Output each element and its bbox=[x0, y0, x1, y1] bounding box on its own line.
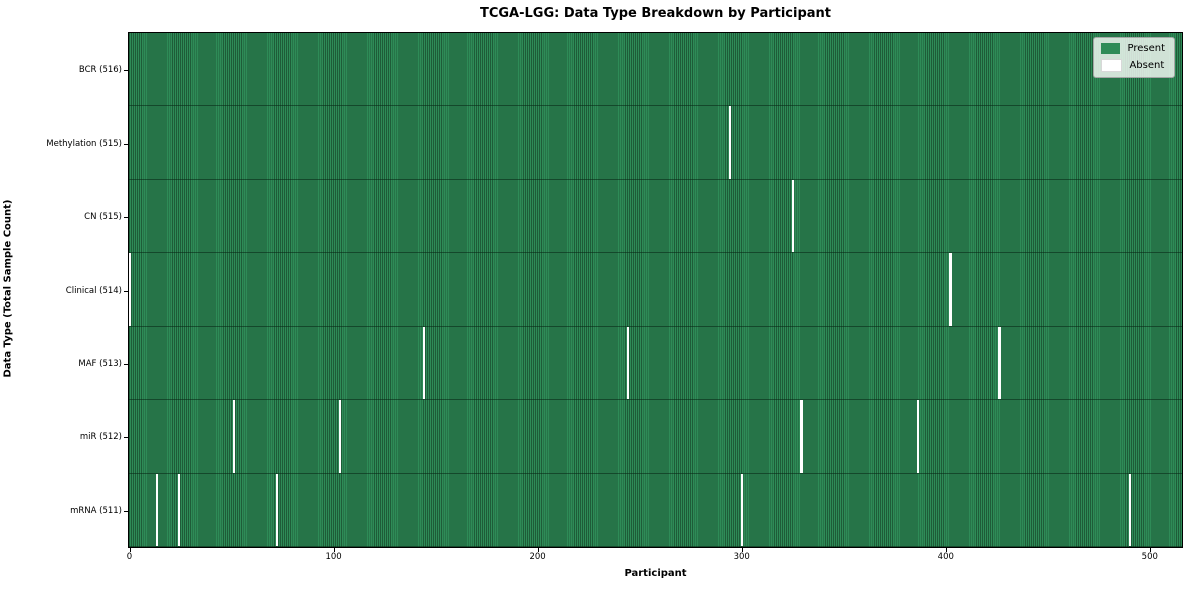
heatmap-row-mrna bbox=[129, 473, 1182, 547]
x-tick-mark bbox=[741, 547, 743, 552]
heatmap-row-cn bbox=[129, 179, 1182, 254]
absent-gap bbox=[916, 400, 919, 473]
y-tick-mark bbox=[124, 363, 128, 365]
y-tick-label: Clinical (514) bbox=[65, 285, 122, 296]
y-tick-mark bbox=[124, 437, 128, 439]
present-swatch-icon bbox=[1101, 43, 1121, 54]
heatmap-row-methylation bbox=[129, 106, 1182, 180]
y-tick-label: BCR (516) bbox=[78, 65, 122, 76]
absent-gap bbox=[233, 400, 236, 473]
y-tick-label: mRNA (511) bbox=[70, 505, 122, 516]
legend: Present Absent bbox=[1093, 37, 1175, 78]
legend-label-absent: Absent bbox=[1129, 60, 1165, 71]
absent-gap bbox=[339, 400, 342, 473]
legend-entry-present: Present bbox=[1101, 43, 1165, 54]
heatmap-row-maf bbox=[129, 326, 1182, 401]
x-tick-mark bbox=[537, 547, 539, 552]
absent-gap bbox=[741, 473, 744, 546]
heatmap-plot-area: Present Absent bbox=[128, 32, 1183, 548]
absent-gap bbox=[129, 253, 132, 326]
x-tick-mark bbox=[945, 547, 947, 552]
y-tick-mark bbox=[124, 217, 128, 219]
x-tick-mark bbox=[333, 547, 335, 552]
y-tick-label: CN (515) bbox=[84, 212, 122, 223]
x-tick-mark bbox=[129, 547, 131, 552]
x-tick-label: 200 bbox=[529, 552, 546, 562]
heatmap-row-mir bbox=[129, 400, 1182, 474]
absent-gap bbox=[1128, 473, 1132, 546]
y-tick-label: Methylation (515) bbox=[46, 138, 122, 149]
absent-swatch-icon bbox=[1101, 59, 1123, 72]
absent-gap bbox=[998, 326, 1001, 400]
absent-gap bbox=[177, 473, 181, 546]
x-tick-label: 0 bbox=[126, 552, 133, 562]
y-tick-label: MAF (513) bbox=[78, 358, 122, 369]
x-tick-label: 500 bbox=[1141, 552, 1158, 562]
y-tick-mark bbox=[124, 143, 128, 145]
x-tick-mark bbox=[1149, 547, 1151, 552]
absent-gap bbox=[155, 473, 158, 546]
absent-gap bbox=[800, 400, 803, 473]
absent-gap bbox=[275, 473, 279, 546]
x-axis-label: Participant bbox=[624, 568, 687, 579]
y-tick-mark bbox=[124, 510, 128, 512]
legend-entry-absent: Absent bbox=[1101, 59, 1165, 72]
absent-gap bbox=[422, 326, 426, 400]
y-tick-mark bbox=[124, 290, 128, 292]
legend-label-present: Present bbox=[1127, 43, 1165, 54]
absent-gap bbox=[792, 179, 795, 253]
heatmap-row-bcr bbox=[129, 33, 1182, 107]
heatmap-row-clinical bbox=[129, 253, 1182, 327]
x-tick-label: 400 bbox=[937, 552, 954, 562]
absent-gap bbox=[626, 326, 630, 400]
y-tick-mark bbox=[124, 70, 128, 72]
x-tick-label: 100 bbox=[325, 552, 342, 562]
x-tick-label: 300 bbox=[733, 552, 750, 562]
absent-gap bbox=[949, 253, 952, 326]
y-tick-label: miR (512) bbox=[79, 432, 122, 443]
absent-gap bbox=[728, 106, 732, 179]
chart-title: TCGA-LGG: Data Type Breakdown by Partici… bbox=[479, 6, 832, 21]
